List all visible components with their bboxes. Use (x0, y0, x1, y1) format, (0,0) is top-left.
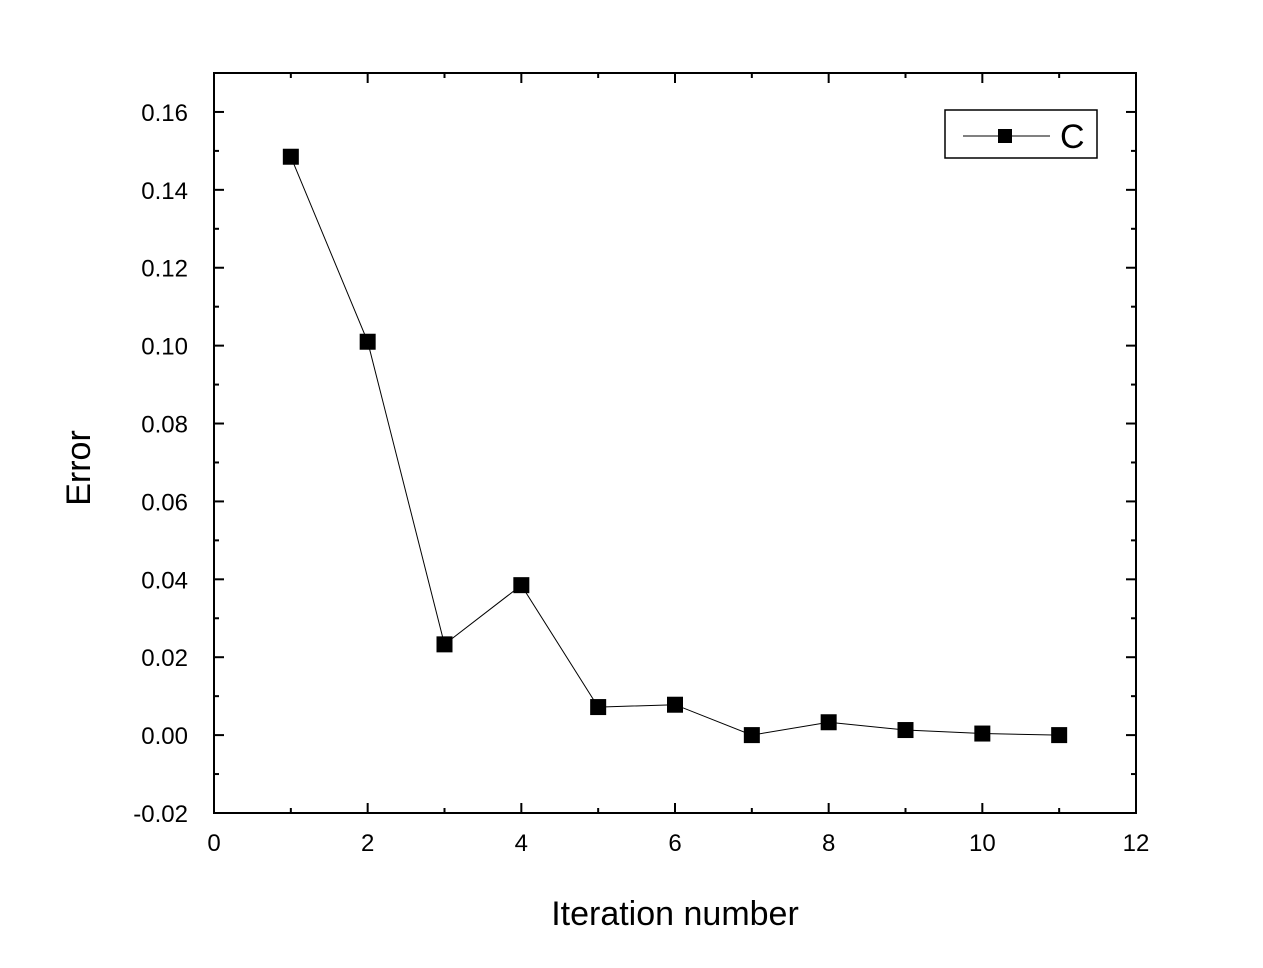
y-tick-label: 0.06 (141, 489, 188, 516)
legend: C (944, 109, 1098, 159)
x-tick-label: 8 (822, 830, 835, 857)
x-tick-label: 12 (1123, 830, 1150, 857)
y-tick-label: 0.14 (141, 178, 188, 205)
data-point-marker (436, 636, 453, 653)
series-layer (282, 148, 1068, 744)
data-point-marker (359, 333, 376, 350)
y-axis-ticks: -0.02 0.00 0.02 0.04 0.06 0.08 0.10 0.12 0.14 0.1… (133, 100, 1136, 828)
data-point-marker (974, 725, 991, 742)
series-line (290, 156, 1060, 736)
x-tick-label: 4 (515, 830, 528, 857)
x-axis-title: Iteration number (551, 895, 799, 933)
legend-label: C (1060, 118, 1085, 156)
x-tick-label: 0 (207, 830, 220, 857)
y-tick-label: 0.12 (141, 256, 188, 283)
legend-marker (998, 129, 1012, 143)
y-tick-label: 0.10 (141, 334, 188, 361)
data-point-marker (897, 722, 914, 739)
x-axis-ticks: 0 2 4 6 8 10 12 (207, 73, 1149, 857)
y-tick-label: 0.16 (141, 100, 188, 127)
data-point-marker (282, 148, 299, 165)
y-tick-label: 0.08 (141, 412, 188, 439)
legend-box (944, 109, 1098, 159)
data-point-marker (820, 714, 837, 731)
y-axis-title: Error (60, 430, 98, 506)
data-point-marker (1051, 727, 1068, 744)
y-tick-label: 0.04 (141, 567, 188, 594)
data-point-marker (513, 577, 530, 594)
y-tick-label: -0.02 (133, 801, 188, 828)
x-tick-label: 2 (361, 830, 374, 857)
data-point-marker (590, 699, 607, 716)
x-tick-label: 10 (969, 830, 996, 857)
y-tick-label: 0.02 (141, 645, 188, 672)
x-tick-label: 6 (668, 830, 681, 857)
y-tick-label: 0.00 (141, 723, 188, 750)
data-point-marker (667, 696, 683, 713)
data-point-marker (743, 727, 760, 744)
